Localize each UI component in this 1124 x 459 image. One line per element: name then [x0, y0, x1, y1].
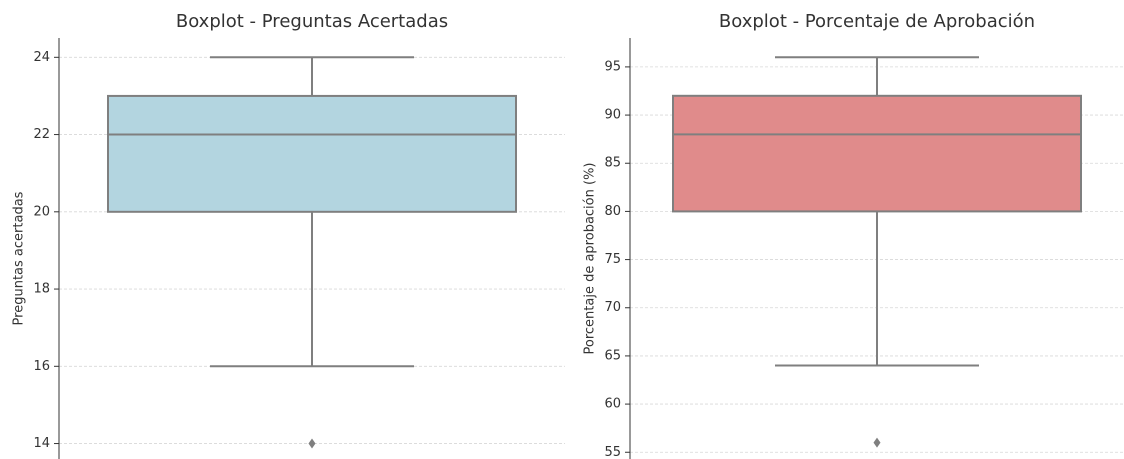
outlier [873, 437, 881, 448]
y-tick-label: 20 [33, 204, 50, 219]
y-tick-label: 55 [604, 445, 621, 459]
y-tick-label: 65 [604, 348, 621, 363]
y-tick-label: 80 [604, 204, 621, 219]
y-axis-label: Preguntas acertadas [12, 191, 27, 325]
box [672, 94, 1082, 213]
y-tick-label: 14 [33, 436, 50, 451]
y-tick-label: 70 [604, 300, 621, 315]
y-tick-label: 60 [604, 397, 621, 412]
y-tick-label: 90 [604, 108, 621, 123]
y-tick-label: 16 [33, 359, 50, 374]
y-tick-label: 24 [33, 50, 50, 65]
y-axis-label: Porcentaje de aprobación (%) [583, 163, 598, 355]
y-tick-label: 22 [33, 127, 50, 142]
chart-title: Boxplot - Preguntas Acertadas [176, 11, 448, 32]
box [107, 94, 517, 213]
y-tick-label: 95 [604, 59, 621, 74]
y-tick-label: 85 [604, 156, 621, 171]
chart-title: Boxplot - Porcentaje de Aprobación [719, 11, 1035, 32]
y-tick-label: 75 [604, 252, 621, 267]
y-tick-label: 18 [33, 282, 50, 297]
outlier [308, 438, 316, 449]
